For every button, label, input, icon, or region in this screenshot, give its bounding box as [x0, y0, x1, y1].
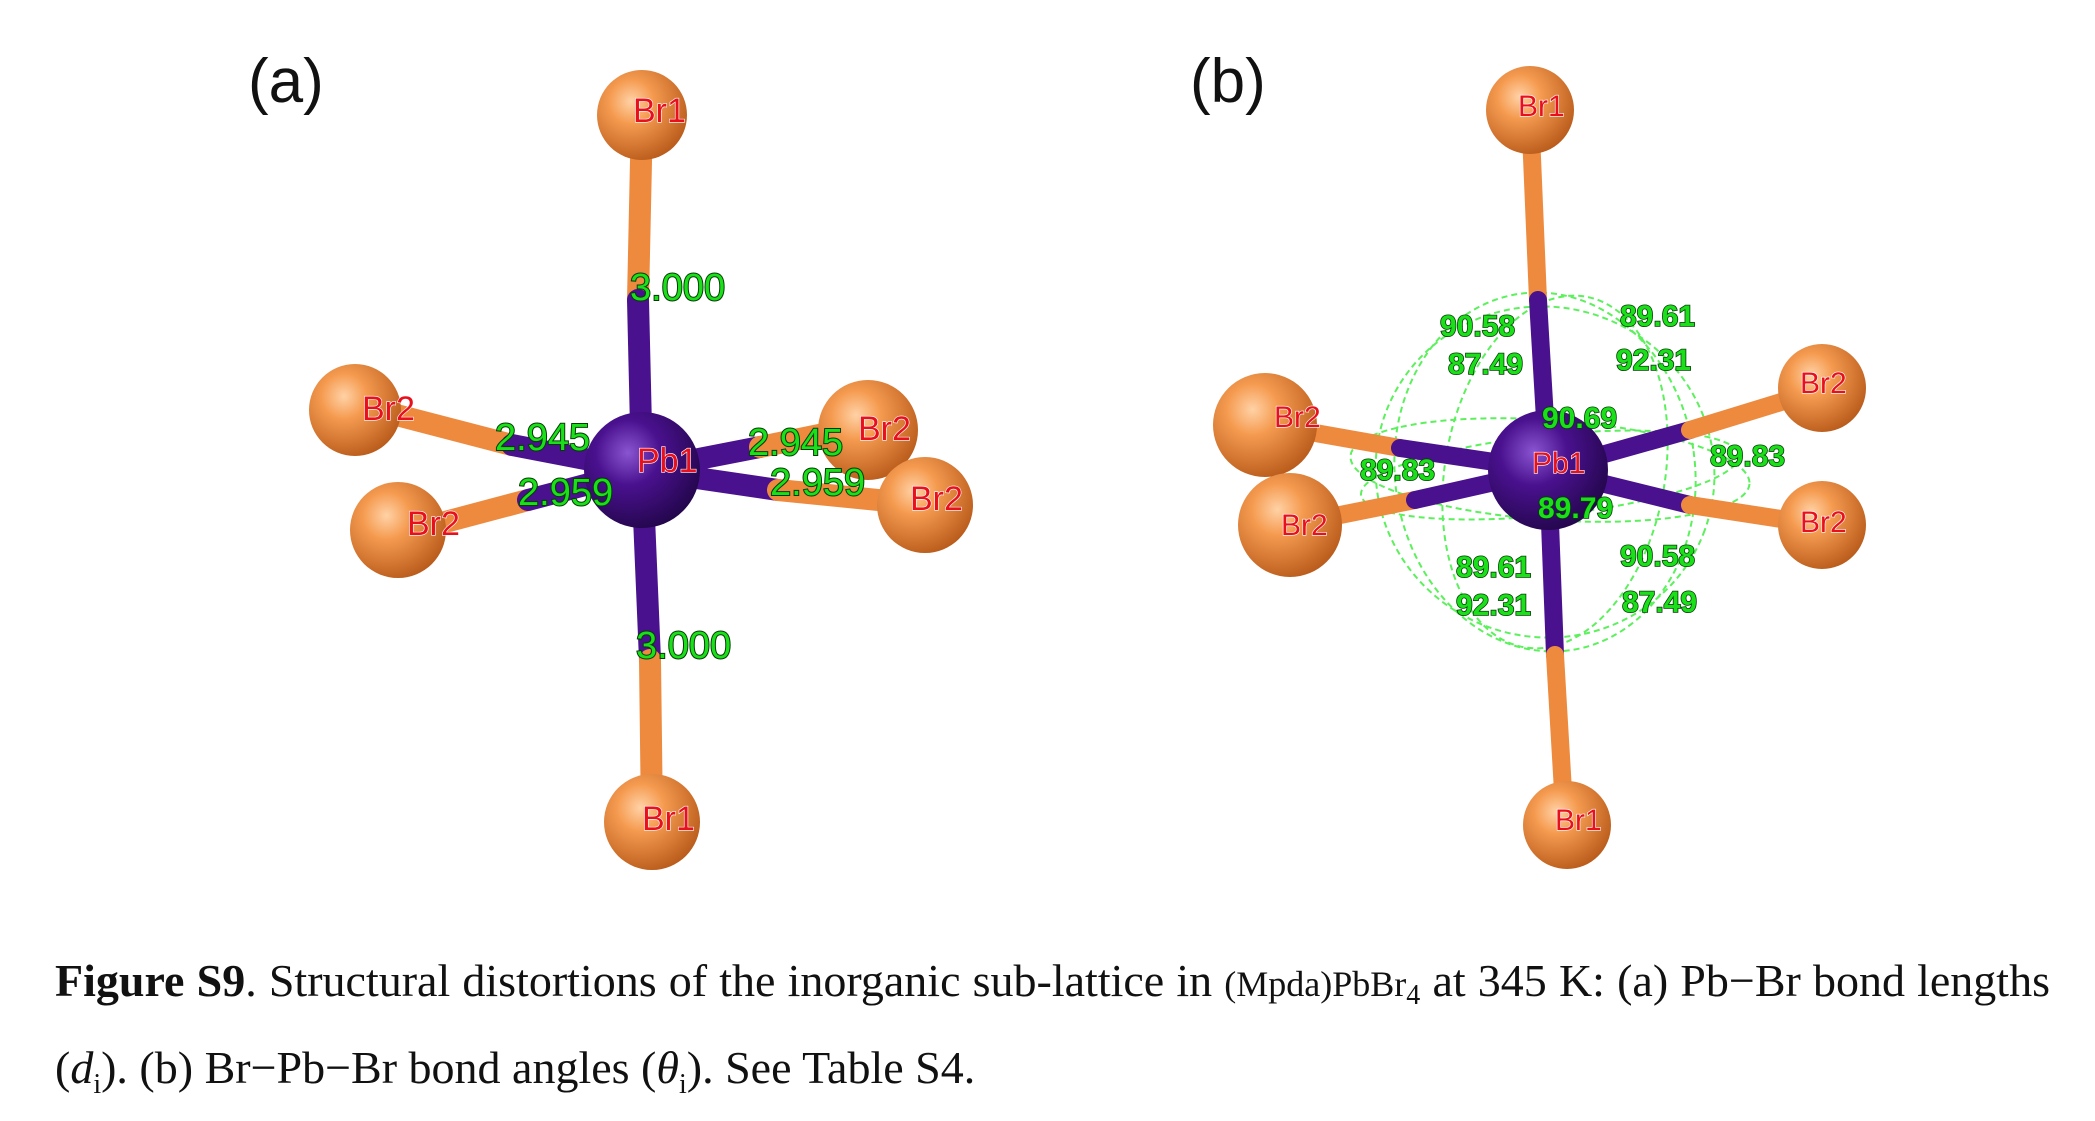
- caption-var-d: d: [70, 1042, 94, 1094]
- atom-b-br1-bottom: [1523, 781, 1611, 869]
- angle-label-11: 90.58: [1620, 540, 1695, 573]
- caption-formula: (Mpda)PbBr4: [1224, 964, 1420, 1011]
- caption-sub-i-1: i: [93, 1069, 102, 1101]
- bond-length-top: 3.000: [630, 267, 725, 309]
- angle-label-9: 89.61: [1456, 551, 1531, 584]
- label-br2-right-lower: Br2: [910, 480, 963, 518]
- atom-b-br1-top: [1486, 66, 1574, 154]
- atom-b-br2-left-upper: [1213, 373, 1317, 477]
- angle-label-6: 89.83: [1360, 454, 1435, 487]
- angle-label-12: 87.49: [1622, 586, 1697, 619]
- label-b-br2-left-lower: Br2: [1281, 509, 1328, 542]
- label-b-br2-right-lower: Br2: [1800, 506, 1847, 539]
- figure-s9-graphic: (a) Br1: [248, 47, 1866, 870]
- atom-br2-right-lower: [877, 457, 973, 553]
- bond-pb1-br2-left-upper: [374, 401, 523, 456]
- caption-text-2: at 345 K: (a) Pb−Br bond lengths (: [55, 955, 2050, 1094]
- label-b-pb1: Pb1: [1532, 447, 1585, 480]
- caption-sub-i-2: i: [678, 1069, 687, 1101]
- label-br2-left-lower: Br2: [407, 505, 460, 543]
- label-b-br2-right-upper: Br2: [1800, 367, 1847, 400]
- panel-a-letter: (a): [248, 47, 324, 116]
- angle-label-10: 92.31: [1456, 589, 1531, 622]
- angle-label-5: 90.69: [1542, 402, 1617, 435]
- bond-length-right-lower: 2.959: [770, 462, 865, 504]
- label-br2-right-upper: Br2: [858, 410, 911, 448]
- atom-b-br2-right-lower: [1778, 481, 1866, 569]
- atom-br1-top: [597, 70, 687, 160]
- angle-arc-vertical-3: [1374, 305, 1716, 639]
- angle-label-2: 87.49: [1448, 348, 1523, 381]
- caption-formula-sub: 4: [1406, 980, 1421, 1012]
- atom-br2-left-lower: [350, 482, 446, 578]
- atom-br2-left-upper: [309, 364, 401, 456]
- figure-caption: Figure S9. Structural distortions of the…: [55, 945, 2050, 1121]
- caption-text-3: ). (b) Br−Pb−Br bond angles (: [101, 1042, 657, 1094]
- panel-b-letter: (b): [1190, 47, 1266, 116]
- angle-label-4: 92.31: [1616, 344, 1691, 377]
- caption-formula-main: (Mpda)PbBr: [1224, 964, 1407, 1004]
- atom-b-br2-left-lower: [1238, 473, 1342, 577]
- panel-b: (b): [1190, 47, 1866, 869]
- angle-label-8: 89.79: [1538, 492, 1613, 525]
- angle-label-3: 89.61: [1620, 300, 1695, 333]
- caption-figure-id: Figure S9: [55, 955, 246, 1006]
- angle-label-1: 90.58: [1440, 310, 1515, 343]
- bond-length-left-lower: 2.959: [518, 472, 613, 514]
- bond-length-left-upper: 2.945: [495, 417, 590, 459]
- atom-pb1: [584, 412, 700, 528]
- atom-b-br2-right-upper: [1778, 344, 1866, 432]
- atom-b-pb1: [1488, 410, 1608, 530]
- caption-text-1: . Structural distortions of the inorgani…: [245, 955, 1225, 1006]
- atom-br2-right-upper: [818, 380, 918, 480]
- label-pb1: Pb1: [637, 442, 698, 480]
- label-br2-left-upper: Br2: [362, 390, 415, 428]
- bond-length-right-upper: 2.945: [748, 422, 843, 464]
- caption-var-theta: θ: [656, 1042, 679, 1094]
- angle-label-7: 89.83: [1710, 440, 1785, 473]
- label-br1-bottom: Br1: [642, 800, 695, 838]
- caption-text-4: ). See Table S4.: [686, 1042, 976, 1094]
- panel-a: (a) Br1: [248, 47, 973, 870]
- atom-br1-bottom: [604, 774, 700, 870]
- label-b-br2-left-upper: Br2: [1274, 401, 1321, 434]
- label-b-br1-bottom: Br1: [1555, 804, 1602, 837]
- label-b-br1-top: Br1: [1518, 90, 1565, 123]
- bond-length-bottom: 3.000: [636, 625, 731, 667]
- label-br1-top: Br1: [633, 92, 686, 130]
